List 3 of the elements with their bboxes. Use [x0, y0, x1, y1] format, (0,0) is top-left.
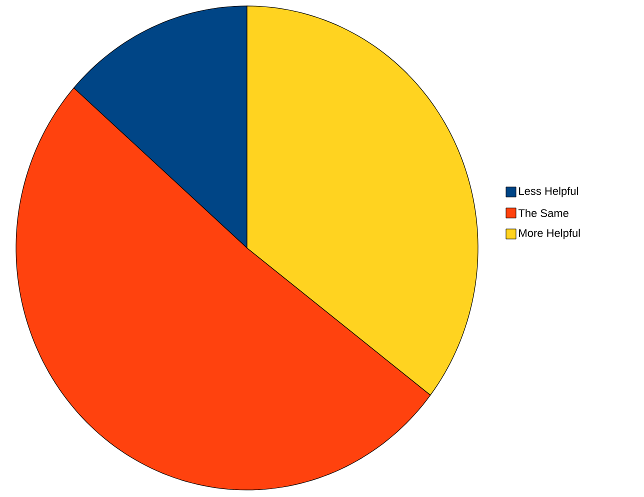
legend-label: The Same — [518, 208, 568, 218]
legend-label: Less Helpful — [519, 186, 578, 198]
legend-label: More Helpful — [519, 228, 580, 240]
